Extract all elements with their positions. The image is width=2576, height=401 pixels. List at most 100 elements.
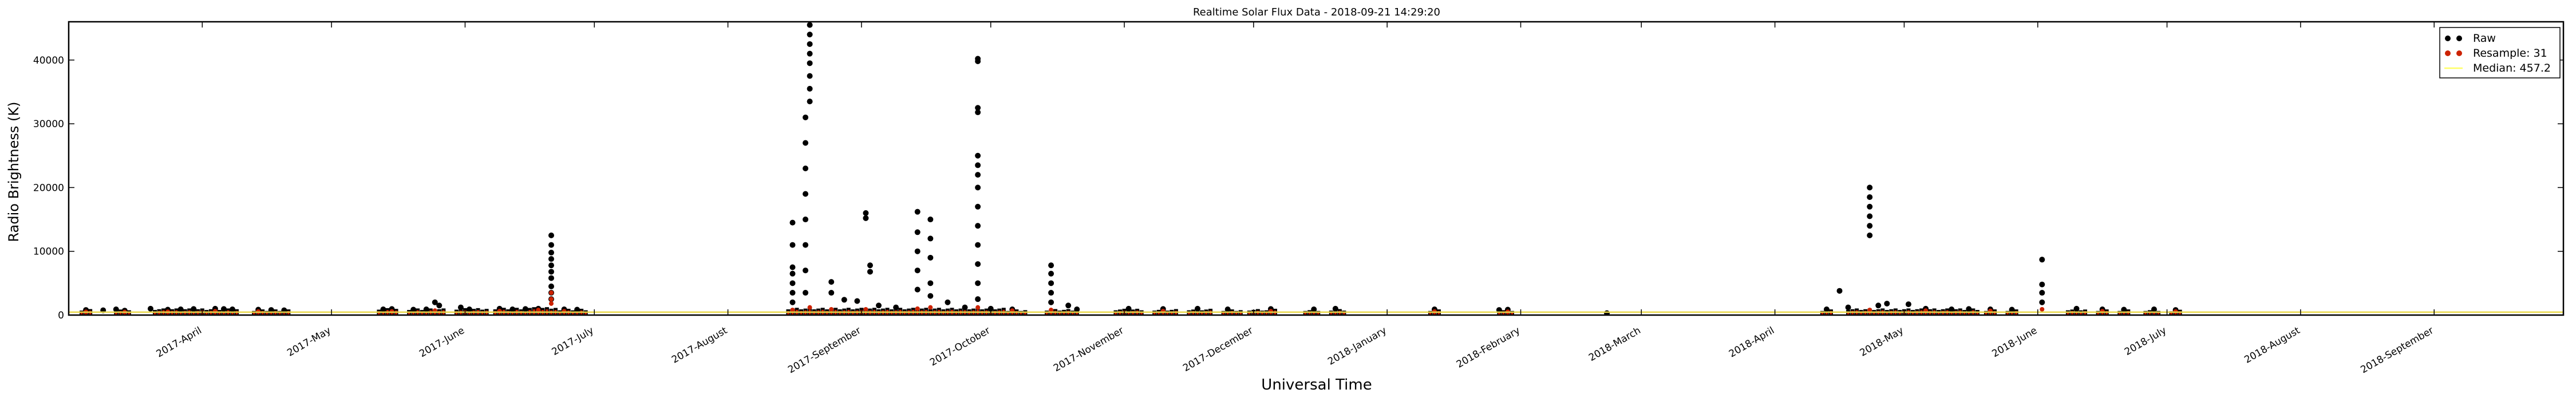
legend: Raw Resample: 31 Median: 457.2 bbox=[2439, 27, 2561, 78]
x-tick-label: 2017-October bbox=[928, 325, 992, 368]
raw-point bbox=[807, 60, 813, 66]
legend-swatch-dot bbox=[2445, 36, 2451, 41]
resample-point bbox=[1049, 308, 1054, 313]
raw-point bbox=[975, 109, 981, 116]
raw-point bbox=[789, 299, 796, 305]
x-tick-label: 2018-January bbox=[1326, 325, 1388, 368]
x-tick-label: 2018-April bbox=[1727, 325, 1776, 360]
raw-point bbox=[1867, 194, 1873, 200]
raw-point bbox=[268, 307, 274, 313]
resample-point bbox=[2040, 306, 2045, 312]
raw-point bbox=[1875, 302, 1882, 309]
raw-point bbox=[807, 22, 813, 28]
resample-point bbox=[548, 290, 554, 296]
raw-point bbox=[914, 248, 920, 254]
raw-point bbox=[789, 290, 796, 296]
raw-point bbox=[2121, 306, 2127, 313]
raw-point bbox=[927, 293, 934, 299]
x-tick-label: 2017-April bbox=[155, 325, 204, 360]
resample-point bbox=[915, 306, 920, 311]
raw-point bbox=[914, 286, 920, 293]
raw-point bbox=[828, 279, 835, 285]
raw-point bbox=[803, 140, 809, 146]
raw-point bbox=[1311, 306, 1317, 312]
raw-point bbox=[1867, 203, 1873, 210]
raw-point bbox=[423, 306, 429, 312]
x-tick-label: 2018-February bbox=[1455, 325, 1522, 371]
raw-point bbox=[1905, 301, 1911, 308]
y-axis: 0 10000 20000 30000 40000 bbox=[33, 55, 2563, 321]
x-tick-label: 2017-August bbox=[670, 325, 729, 366]
raw-point bbox=[2039, 281, 2045, 288]
raw-point bbox=[1845, 304, 1851, 310]
raw-point bbox=[867, 262, 873, 269]
resample-point bbox=[536, 308, 541, 313]
raw-point bbox=[962, 304, 968, 310]
raw-point bbox=[803, 166, 809, 171]
raw-point bbox=[975, 296, 981, 302]
raw-point bbox=[436, 302, 442, 309]
raw-point bbox=[1966, 306, 1972, 312]
raw-point bbox=[230, 306, 236, 312]
raw-point bbox=[380, 306, 386, 312]
x-tick-label: 2017-November bbox=[1052, 325, 1125, 374]
raw-point bbox=[548, 256, 554, 262]
x-tick-label: 2018-June bbox=[1990, 325, 2040, 360]
raw-point bbox=[191, 306, 197, 312]
resample-point bbox=[790, 308, 795, 313]
raw-point bbox=[893, 304, 899, 310]
raw-point bbox=[807, 99, 813, 105]
legend-label: Median: 457.2 bbox=[2473, 62, 2551, 74]
raw-point bbox=[522, 306, 528, 312]
raw-point bbox=[975, 261, 981, 267]
plot-area bbox=[69, 22, 2563, 315]
raw-point bbox=[987, 305, 994, 312]
raw-point bbox=[548, 283, 554, 289]
x-tick-label: 2018-August bbox=[2242, 325, 2302, 366]
raw-point bbox=[975, 184, 981, 191]
raw-point bbox=[220, 306, 227, 312]
x-tick-label: 2017-September bbox=[786, 325, 863, 376]
x-tick-label: 2017-July bbox=[550, 325, 596, 358]
raw-point bbox=[914, 229, 920, 235]
resample-point bbox=[829, 306, 834, 312]
legend-swatch-dot bbox=[2456, 36, 2462, 41]
raw-point bbox=[1048, 280, 1054, 286]
raw-point bbox=[945, 299, 951, 305]
x-tick-label: 2018-May bbox=[1858, 325, 1906, 359]
raw-point bbox=[975, 242, 981, 248]
raw-point bbox=[509, 306, 516, 312]
raw-point bbox=[803, 242, 809, 248]
raw-point bbox=[548, 262, 554, 269]
raw-point bbox=[1048, 290, 1054, 296]
raw-point bbox=[466, 306, 472, 312]
raw-point bbox=[177, 306, 184, 312]
raw-point bbox=[1048, 262, 1054, 269]
raw-point bbox=[1496, 307, 1502, 313]
raw-point bbox=[807, 73, 813, 79]
raw-point bbox=[113, 306, 119, 312]
raw-point bbox=[2009, 306, 2015, 313]
raw-point bbox=[548, 232, 554, 238]
raw-point bbox=[574, 306, 580, 313]
raw-point bbox=[548, 249, 554, 255]
raw-point bbox=[854, 298, 860, 304]
raw-point bbox=[975, 152, 981, 159]
resample-point bbox=[863, 306, 868, 312]
raw-point bbox=[1224, 306, 1231, 312]
resample-point bbox=[975, 305, 981, 310]
raw-point bbox=[803, 290, 809, 296]
legend-swatch-dot bbox=[2456, 50, 2462, 56]
y-tick-label: 20000 bbox=[33, 182, 64, 194]
x-tick-label: 2018-July bbox=[2123, 325, 2168, 358]
x-tick-label: 2018-March bbox=[1587, 325, 1643, 364]
raw-point bbox=[867, 269, 873, 275]
x-tick-label: 2017-May bbox=[285, 325, 333, 359]
raw-point bbox=[975, 280, 981, 286]
raw-point bbox=[927, 254, 934, 261]
raw-point bbox=[1074, 306, 1080, 312]
raw-point bbox=[927, 235, 934, 242]
raw-point bbox=[914, 268, 920, 274]
x-axis-label: Universal Time bbox=[1261, 376, 1372, 394]
